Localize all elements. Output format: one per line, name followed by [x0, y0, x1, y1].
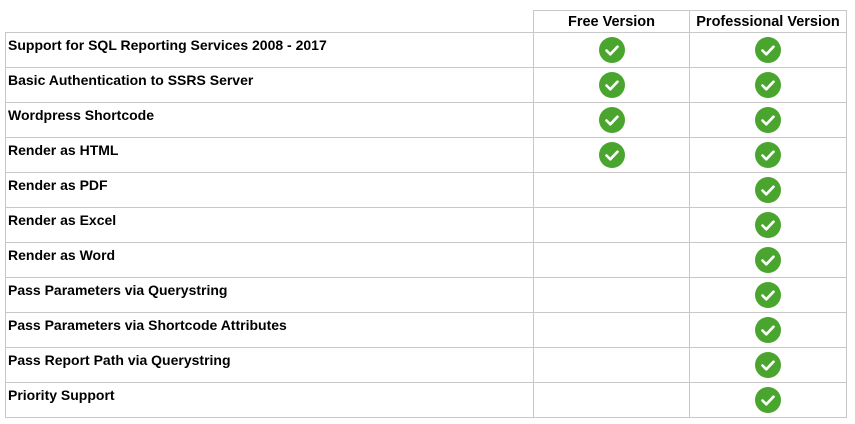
check-circle-icon: [755, 351, 781, 378]
free-version-cell: [533, 102, 690, 138]
free-version-cell: [533, 207, 690, 243]
pro-version-cell: [689, 312, 847, 348]
check-circle-icon: [755, 141, 781, 168]
feature-name: Pass Report Path via Querystring: [5, 347, 534, 383]
table-row: Render as PDF: [5, 172, 847, 208]
pro-version-cell: [689, 347, 847, 383]
feature-name: Wordpress Shortcode: [5, 102, 534, 138]
check-circle-icon: [755, 176, 781, 203]
header-free-version: Free Version: [533, 10, 690, 33]
check-circle-icon: [598, 71, 625, 98]
free-version-cell: [533, 382, 690, 418]
pro-version-cell: [689, 172, 847, 208]
table-row: Pass Parameters via Querystring: [5, 277, 847, 313]
check-circle-icon: [755, 36, 781, 63]
pro-version-cell: [689, 102, 847, 138]
free-version-cell: [533, 67, 690, 103]
check-circle-icon: [755, 71, 781, 98]
table-row: Render as Excel: [5, 207, 847, 243]
feature-name: Render as Word: [5, 242, 534, 278]
feature-name: Priority Support: [5, 382, 534, 418]
table-row: Pass Report Path via Querystring: [5, 347, 847, 383]
feature-comparison-table: Free Version Professional Version Suppor…: [5, 10, 847, 418]
table-row: Basic Authentication to SSRS Server: [5, 67, 847, 103]
feature-name: Basic Authentication to SSRS Server: [5, 67, 534, 103]
check-circle-icon: [755, 316, 781, 343]
free-version-cell: [533, 242, 690, 278]
pro-version-cell: [689, 277, 847, 313]
table-row: Priority Support: [5, 382, 847, 418]
table-row: Render as Word: [5, 242, 847, 278]
feature-name: Support for SQL Reporting Services 2008 …: [5, 32, 534, 68]
free-version-cell: [533, 277, 690, 313]
free-version-cell: [533, 137, 690, 173]
check-circle-icon: [755, 106, 781, 133]
feature-name: Pass Parameters via Querystring: [5, 277, 534, 313]
header-professional-version: Professional Version: [689, 10, 847, 33]
feature-name: Render as Excel: [5, 207, 534, 243]
pro-version-cell: [689, 137, 847, 173]
feature-name: Render as HTML: [5, 137, 534, 173]
check-circle-icon: [755, 246, 781, 273]
free-version-cell: [533, 312, 690, 348]
table-row: Render as HTML: [5, 137, 847, 173]
check-circle-icon: [598, 141, 625, 168]
check-circle-icon: [755, 281, 781, 308]
header-row: Free Version Professional Version: [5, 10, 847, 33]
table-row: Support for SQL Reporting Services 2008 …: [5, 32, 847, 68]
table-row: Pass Parameters via Shortcode Attributes: [5, 312, 847, 348]
free-version-cell: [533, 347, 690, 383]
pro-version-cell: [689, 242, 847, 278]
pro-version-cell: [689, 382, 847, 418]
check-circle-icon: [598, 106, 625, 133]
table-row: Wordpress Shortcode: [5, 102, 847, 138]
feature-name: Pass Parameters via Shortcode Attributes: [5, 312, 534, 348]
free-version-cell: [533, 32, 690, 68]
free-version-cell: [533, 172, 690, 208]
header-blank: [5, 10, 534, 33]
pro-version-cell: [689, 207, 847, 243]
check-circle-icon: [755, 386, 781, 413]
check-circle-icon: [598, 36, 625, 63]
pro-version-cell: [689, 32, 847, 68]
feature-name: Render as PDF: [5, 172, 534, 208]
check-circle-icon: [755, 211, 781, 238]
pro-version-cell: [689, 67, 847, 103]
